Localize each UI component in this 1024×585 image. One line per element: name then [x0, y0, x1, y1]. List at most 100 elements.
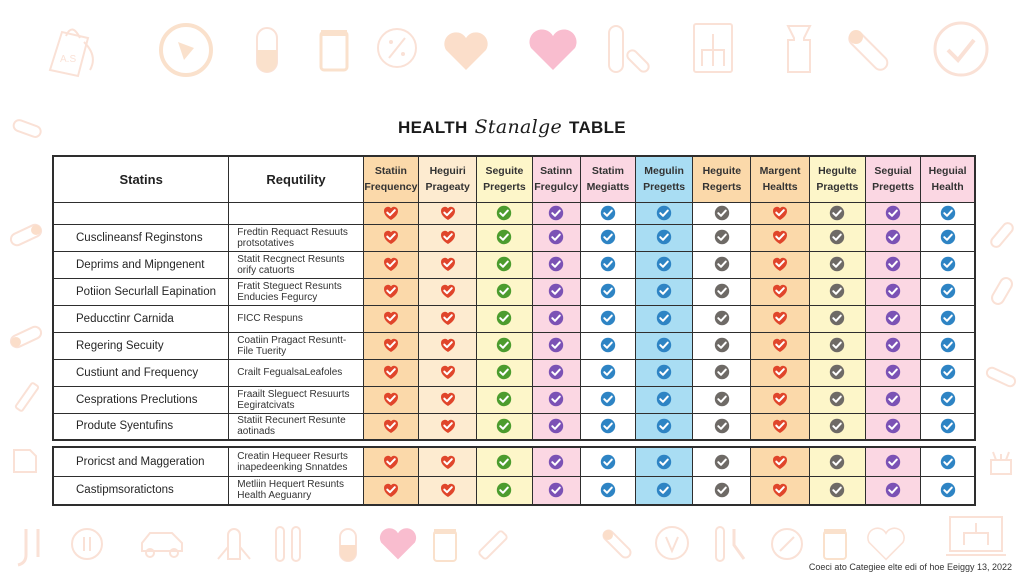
row-description: Statit Recgnect Resunts orify catuorts [228, 250, 364, 279]
check-badge-icon [383, 453, 399, 470]
check-cell [920, 304, 976, 333]
check-badge-icon [829, 337, 845, 354]
check-cell [750, 304, 810, 333]
check-badge-icon [940, 391, 956, 408]
check-cell [418, 250, 478, 279]
check-badge-icon [940, 204, 956, 221]
header-statins: Statins [52, 155, 230, 203]
check-cell [362, 412, 420, 441]
check-badge-icon [440, 283, 456, 300]
crutch-icon [712, 525, 748, 563]
check-badge-icon [656, 204, 672, 221]
check-badge-icon [548, 481, 564, 498]
check-badge-icon [383, 283, 399, 300]
row-description-line1: Fratit Steguect Resunts [237, 280, 342, 292]
check-cell [579, 277, 636, 306]
check-cell [864, 277, 922, 306]
check-badge-icon [714, 310, 730, 327]
check-badge-icon [496, 310, 512, 327]
row-description-line1: Coatiin Pragact Resuntt- [237, 334, 347, 346]
title-prefix: HEALTH [398, 118, 468, 137]
table-header-row: Statins Requtility Statiin Frequency Hegui… [52, 155, 976, 203]
check-badge-icon [600, 391, 616, 408]
row-name: Proricst and Maggeration [52, 446, 230, 477]
check-cell [531, 304, 581, 333]
check-cell [362, 304, 420, 333]
header-requtility: Requtility [228, 155, 364, 203]
header-column-3: Seguite Pregerts [476, 155, 533, 203]
check-badge-icon [440, 204, 456, 221]
header-column-line1: Heguial [928, 165, 967, 178]
check-cell [692, 304, 752, 333]
header-column-line1: Seguial [874, 165, 912, 178]
check-cell [362, 277, 420, 306]
header-column-line2: Fregulcy [534, 181, 579, 194]
vial-icon [338, 527, 358, 563]
capsule-right-3-icon [984, 366, 1018, 388]
thermometer-bottom-icon [600, 527, 634, 561]
check-cell [920, 223, 976, 252]
check-cell [864, 412, 922, 441]
footer-note: Coeci ato Categiee elte edi of hoe Eeigg… [808, 562, 1012, 572]
header-column-line1: Heguite [702, 165, 742, 178]
row-description: Creatin Hequeer Resurts inapedeenking Snn… [228, 446, 364, 477]
plant-pot-icon [988, 448, 1014, 476]
row-name: Cesprations Preclutions [52, 385, 230, 414]
check-badge-icon [383, 481, 399, 498]
check-cell [362, 446, 420, 477]
pencil-left-icon [12, 380, 42, 414]
check-cell [692, 446, 752, 477]
check-badge-icon [600, 310, 616, 327]
check-cell [634, 331, 694, 360]
check-badge-icon [772, 481, 788, 498]
check-cell [634, 223, 694, 252]
check-badge-icon [440, 453, 456, 470]
check-badge-icon [940, 481, 956, 498]
header-column-10: Seguial Pregetts [864, 155, 922, 203]
check-cell [864, 223, 922, 252]
check-badge-icon [885, 229, 901, 246]
row-name: Deprims and Mipngenent [52, 250, 230, 279]
check-cell [418, 358, 478, 387]
check-badge-icon [885, 337, 901, 354]
heart-pink-icon [527, 28, 579, 72]
check-cell [692, 223, 752, 252]
header-column-line2: Health [931, 181, 964, 194]
row-description-line1: Fraailt Sleguect Resuurts [237, 388, 350, 400]
table-row: Potiion Securlall Eapination Fratit Stegu… [52, 277, 976, 306]
row-description: Fredtin Requact Resuuts protsotatives [228, 223, 364, 252]
check-cell [579, 358, 636, 387]
check-cell [692, 358, 752, 387]
header-column-line1: Statim [591, 165, 624, 178]
header-column-line2: Pragetts [816, 181, 859, 194]
check-cell [476, 358, 533, 387]
check-cell [864, 331, 922, 360]
row-description-line2: Enducies Fegurcy [237, 291, 318, 303]
svg-text:A.S: A.S [60, 54, 76, 65]
check-badge-icon [714, 417, 730, 434]
check-badge-icon [940, 229, 956, 246]
check-cell [634, 201, 694, 225]
row-description-line1: Metliin Hequert Resunts [237, 479, 344, 491]
check-cell [692, 250, 752, 279]
check-cell [531, 250, 581, 279]
check-cell [362, 250, 420, 279]
check-badge-icon [940, 283, 956, 300]
pill-capsule-icon [255, 26, 279, 74]
check-badge-icon [383, 229, 399, 246]
check-badge-icon [772, 364, 788, 381]
header-column-4: Satinn Fregulcy [531, 155, 581, 203]
check-cell [808, 250, 866, 279]
check-cell [750, 250, 810, 279]
check-badge-icon [496, 481, 512, 498]
check-cell [476, 446, 533, 477]
check-badge-icon [714, 364, 730, 381]
bell-badge-icon [158, 22, 214, 78]
check-cell [362, 331, 420, 360]
check-cell [476, 331, 533, 360]
row-description-line2: File Tuerity [237, 345, 287, 357]
check-badge-icon [772, 417, 788, 434]
check-badge-icon [548, 204, 564, 221]
health-table: Statins Requtility Statiin Frequency Hegui… [52, 155, 976, 441]
laptop-diagram-icon [944, 515, 1008, 559]
